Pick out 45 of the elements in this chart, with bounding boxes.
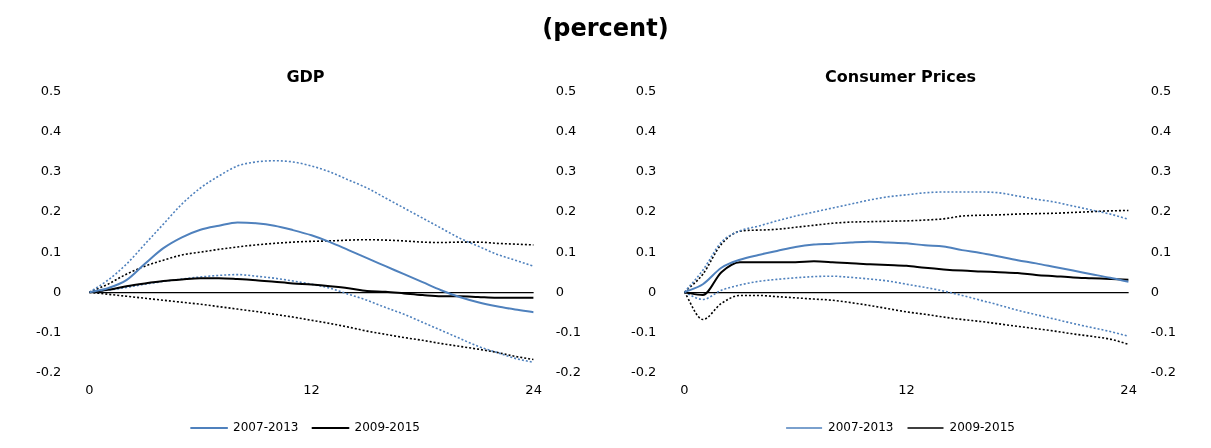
y2-tick-label: -0.2: [555, 363, 582, 379]
y-tick-label: 0.4: [40, 123, 62, 139]
y-tick-label: 0.2: [40, 203, 62, 219]
y-tick-label: -0.1: [630, 323, 657, 339]
x-tick-label: 12: [303, 381, 320, 397]
y-tick-label: 0.5: [635, 83, 657, 99]
y-tick-label: 0.1: [635, 243, 657, 259]
y2-tick-label: 0: [1150, 283, 1159, 299]
y-tick-label: 0: [53, 283, 62, 299]
y-tick-label: -0.1: [35, 323, 62, 339]
text: (percent): [541, 13, 670, 44]
y-tick-label: 0.5: [40, 83, 62, 99]
y2-tick-label: 0.3: [1150, 163, 1172, 179]
x-tick-label: 24: [1120, 381, 1137, 397]
x-tick-label: 0: [85, 381, 94, 397]
y-tick-label: 0.3: [635, 163, 657, 179]
y2-tick-label: -0.1: [1150, 323, 1177, 339]
y2-tick-label: -0.2: [1150, 363, 1177, 379]
y-tick-label: 0.4: [635, 123, 657, 139]
y-tick-label: -0.2: [630, 363, 657, 379]
chart-title: Consumer Prices: [825, 67, 976, 87]
chart-title: GDP: [286, 67, 325, 87]
y-tick-label: 0: [648, 283, 657, 299]
y-tick-label: 0.1: [40, 243, 62, 259]
y2-tick-label: -0.1: [555, 323, 582, 339]
x-tick-label: 12: [898, 381, 915, 397]
y2-tick-label: 0: [555, 283, 564, 299]
legend-label: 2009-2015: [949, 420, 1015, 435]
legend-label: 2007-2013: [828, 420, 894, 435]
y2-tick-label: 0.2: [555, 203, 577, 219]
x-tick-label: 24: [525, 381, 542, 397]
y2-tick-label: 0.1: [555, 243, 577, 259]
y2-tick-label: 0.5: [1150, 83, 1172, 99]
y2-tick-label: 0.3: [555, 163, 577, 179]
y-tick-label: 0.3: [40, 163, 62, 179]
y2-tick-label: 0.1: [1150, 243, 1172, 259]
y-tick-label: 0.2: [635, 203, 657, 219]
y2-tick-label: 0.2: [1150, 203, 1172, 219]
y2-tick-label: 0.4: [555, 123, 577, 139]
y2-tick-label: 0.4: [1150, 123, 1172, 139]
legend-label: 2009-2015: [354, 420, 420, 435]
x-tick-label: 0: [680, 381, 689, 397]
y2-tick-label: 0.5: [555, 83, 577, 99]
legend-label: 2007-2013: [233, 420, 299, 435]
y-tick-label: -0.2: [35, 363, 62, 379]
